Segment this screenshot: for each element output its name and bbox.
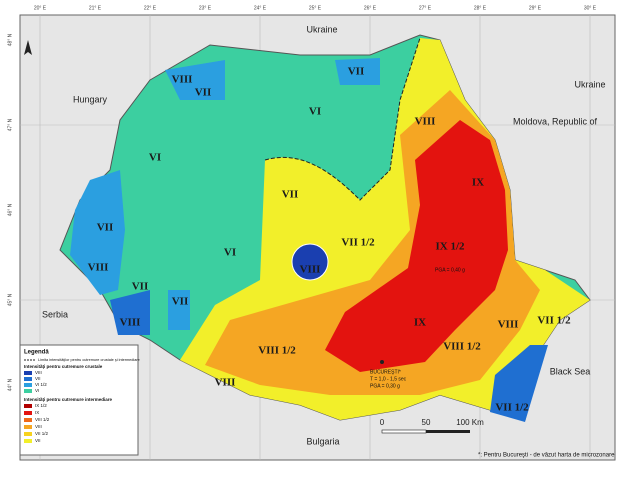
legend-text: IX 1/2 bbox=[35, 403, 47, 408]
zone-label: VIII 1/2 bbox=[258, 345, 296, 357]
legend-text: VII bbox=[35, 438, 41, 443]
lon-label: 29° E bbox=[529, 5, 542, 11]
zone-label: VIII 1/2 bbox=[443, 341, 481, 353]
legend-swatch bbox=[24, 411, 32, 415]
legend-text: VI bbox=[35, 388, 39, 393]
annotation: T = 1,0 - 1,5 sec bbox=[370, 376, 407, 382]
zone-label: VI bbox=[309, 106, 321, 118]
zone-blue-nw bbox=[165, 60, 225, 100]
annotation: BUCUREŞTI* bbox=[370, 369, 401, 375]
zone-blue-s bbox=[168, 290, 190, 330]
zone-blue-ne bbox=[335, 58, 380, 85]
city-marker bbox=[380, 360, 384, 364]
legend: Legendă Limita intensităţilor pentru cut… bbox=[19, 344, 140, 456]
lat-label: 44° N bbox=[7, 378, 13, 391]
zone-label: IX bbox=[414, 317, 426, 329]
legend-swatch bbox=[24, 425, 32, 429]
lon-label: 26° E bbox=[364, 5, 377, 11]
zone-label: VIII bbox=[215, 377, 236, 389]
zone-label: VIII bbox=[172, 74, 193, 86]
scale-segment bbox=[381, 429, 427, 434]
lon-label: 23° E bbox=[199, 5, 212, 11]
legend-text: VIII bbox=[35, 370, 42, 375]
zone-label: VII bbox=[132, 281, 149, 293]
lon-label: 25° E bbox=[309, 5, 322, 11]
annotation: PGA = 0,40 g bbox=[435, 267, 465, 273]
legend-swatch bbox=[24, 404, 32, 408]
country-label: Bulgaria bbox=[306, 436, 339, 446]
country-label: Ukraine bbox=[574, 79, 605, 89]
lon-label: 27° E bbox=[419, 5, 432, 11]
zone-label: VII bbox=[348, 66, 365, 78]
legend-title: Legendă bbox=[24, 350, 49, 356]
zone-label: VII 1/2 bbox=[537, 315, 571, 327]
zone-ix bbox=[325, 120, 508, 372]
legend-heading: Intensităţi pentru cutremure intermediar… bbox=[24, 397, 113, 402]
lon-label: 28° E bbox=[474, 5, 487, 11]
zone-label: VII 1/2 bbox=[341, 237, 375, 249]
zone-label: VI bbox=[149, 152, 161, 164]
zone-label: VII bbox=[97, 222, 114, 234]
scale-label: 0 bbox=[380, 418, 385, 427]
country-label: Ukraine bbox=[306, 24, 337, 34]
scale-bar: 0 50 100 Km bbox=[380, 418, 484, 434]
zone-label: VIII bbox=[120, 317, 141, 329]
legend-heading: Intensităţi pentru cutremure crustale bbox=[24, 364, 103, 369]
zone-label: IX 1/2 bbox=[435, 241, 465, 253]
legend-text: VII bbox=[35, 376, 41, 381]
legend-text: VII 1/2 bbox=[35, 431, 49, 436]
legend-swatch bbox=[24, 377, 32, 381]
legend-text: VIII bbox=[35, 424, 42, 429]
zone-label: VIII bbox=[498, 319, 519, 331]
legend-swatch bbox=[24, 371, 32, 375]
country-label: Black Sea bbox=[550, 366, 591, 376]
zone-label: VIII bbox=[88, 262, 109, 274]
legend-swatch bbox=[24, 389, 32, 393]
zone-label: VII 1/2 bbox=[495, 402, 529, 414]
legend-swatch bbox=[24, 432, 32, 436]
country-label: Serbia bbox=[42, 309, 68, 319]
zone-blue-sw bbox=[110, 290, 150, 335]
lon-label: 20° E bbox=[34, 5, 47, 11]
zone-blue-dobrogea bbox=[490, 345, 548, 422]
scale-label: 50 bbox=[422, 418, 431, 427]
scale-segment bbox=[426, 430, 470, 433]
north-arrow bbox=[24, 40, 32, 55]
zone-viii-fagaras bbox=[291, 243, 329, 281]
note: *: Pentru Bucureşti - de văzut harta de … bbox=[478, 453, 615, 459]
lon-label: 24° E bbox=[254, 5, 267, 11]
lat-label: 47° N bbox=[7, 118, 13, 131]
zone-label: VII bbox=[282, 189, 299, 201]
lat-label: 45° N bbox=[7, 293, 13, 306]
country-label: Hungary bbox=[73, 94, 108, 104]
scale-label: 100 Km bbox=[456, 418, 484, 427]
zone-label: VIII bbox=[300, 264, 321, 276]
legend-swatch bbox=[24, 383, 32, 387]
zone-label: VIII bbox=[415, 116, 436, 128]
legend-box bbox=[19, 344, 139, 456]
zone-label: VII bbox=[195, 87, 212, 99]
zone-label: IX bbox=[472, 177, 484, 189]
intensity-boundary bbox=[264, 37, 421, 201]
legend-text: Limita intensităţilor pentru cutremure c… bbox=[38, 358, 140, 362]
lon-label: 22° E bbox=[144, 5, 157, 11]
lat-label: 46° N bbox=[7, 203, 13, 216]
zone-blue-west bbox=[70, 170, 125, 295]
legend-text: VIII 1/2 bbox=[35, 417, 50, 422]
annotation: PGA = 0,30 g bbox=[370, 383, 400, 389]
legend-swatch bbox=[24, 439, 32, 443]
legend-text: VI 1/2 bbox=[35, 382, 47, 387]
legend-text: IX bbox=[35, 410, 39, 415]
zone-label: VI bbox=[224, 247, 236, 259]
legend-swatch bbox=[24, 418, 32, 422]
lat-label: 48° N bbox=[7, 33, 13, 46]
zone-label: VII bbox=[172, 296, 189, 308]
country-label: Moldova, Republic of bbox=[513, 116, 598, 126]
lon-label: 21° E bbox=[89, 5, 102, 11]
lon-label: 30° E bbox=[584, 5, 597, 11]
